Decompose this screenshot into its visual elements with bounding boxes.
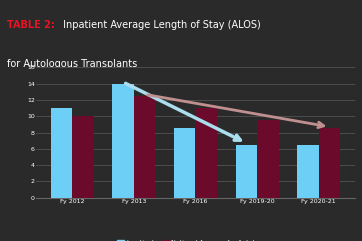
Text: Inpatient Average Length of Stay (ALOS): Inpatient Average Length of Stay (ALOS) [60,20,261,30]
Bar [195,108,217,198]
Bar [319,128,340,198]
Legend: Inpatients, National Average for Autologous: Inpatients, National Average for Autolog… [115,237,276,241]
Bar [134,96,155,198]
Bar [174,128,195,198]
Bar [236,145,257,198]
Bar [72,116,94,198]
Text: for Autologous Transplants: for Autologous Transplants [7,59,138,69]
Bar [112,84,134,198]
Text: TABLE 2:: TABLE 2: [7,20,55,30]
Bar [297,145,319,198]
Bar [51,108,72,198]
Bar [257,120,279,198]
